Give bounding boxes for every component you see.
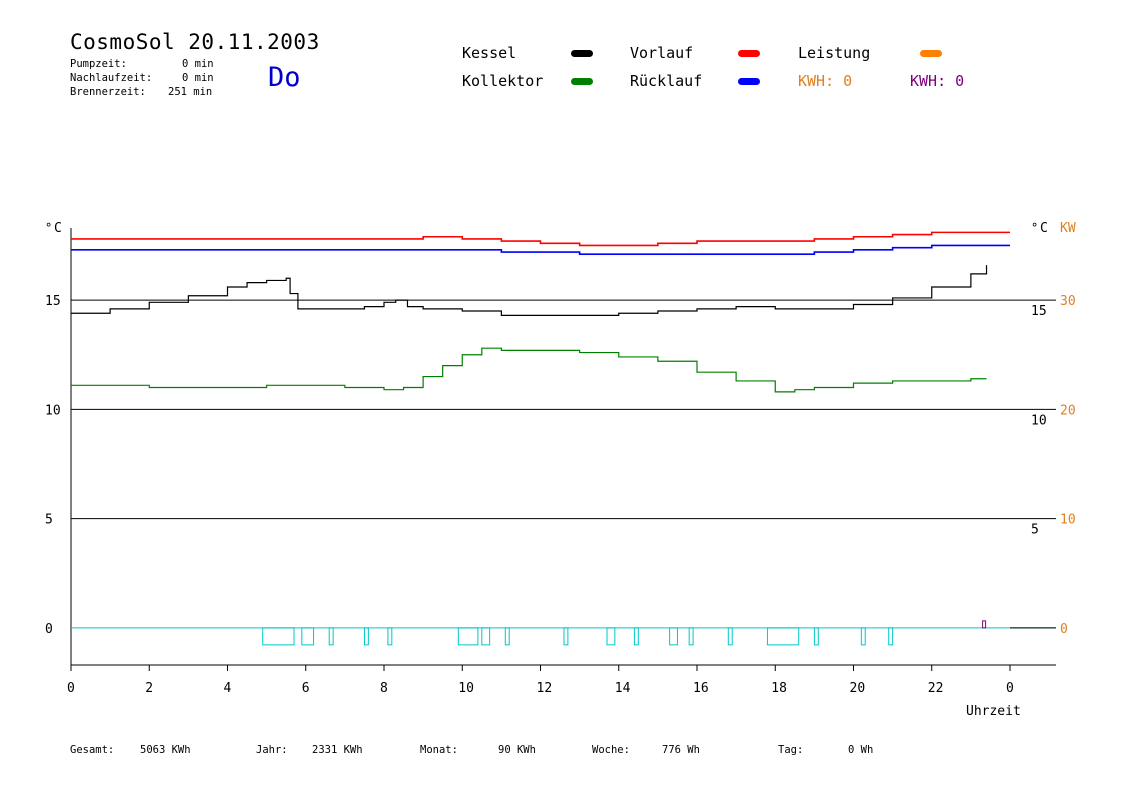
leistung-pulse [606, 627, 616, 646]
leistung-pulse [504, 627, 510, 646]
leistung-pulse [813, 627, 819, 646]
y-tick-label-kw: 30 [1060, 294, 1076, 309]
legend-ruecklauf-label: Rücklauf [630, 72, 703, 90]
y-tick-label-left: 5 [45, 513, 53, 528]
y-unit-left: C [54, 221, 62, 236]
legend-kollektor-swatch [571, 78, 593, 85]
y-unit-right-deg: ° [1031, 221, 1038, 235]
leistung-pulse [262, 627, 295, 646]
x-tick-label: 0 [1006, 681, 1014, 696]
legend-kollektor-label: Kollektor [462, 72, 544, 90]
weekday-label: Do [268, 62, 301, 93]
leistung-pulse [387, 627, 393, 646]
y-tick-label-kw: 20 [1060, 403, 1076, 418]
x-tick-label: 14 [615, 681, 631, 696]
x-tick-label: 20 [850, 681, 866, 696]
footer-tag-value: 0 Wh [848, 744, 874, 756]
leistung-pulse [669, 627, 678, 646]
x-tick-label: 18 [771, 681, 787, 696]
legend-ruecklauf-swatch [738, 78, 760, 85]
x-tick-label: 12 [537, 681, 553, 696]
legend-kwh-purple: KWH: 0 [910, 72, 965, 90]
kwh-marker [982, 620, 987, 629]
x-tick-label: 0 [67, 681, 75, 696]
footer-gesamt-label: Gesamt: [70, 744, 115, 756]
page-title: CosmoSol 20.11.2003 [70, 30, 320, 54]
footer-jahr-label: Jahr: [256, 744, 288, 756]
x-tick-label: 4 [224, 681, 232, 696]
stat-brennerzeit-value: 251 min [168, 86, 213, 98]
y-tick-label-right: 5 [1031, 523, 1039, 538]
leistung-pulse [727, 627, 733, 646]
legend-kwh-orange: KWH: 0 [798, 72, 853, 90]
series-line-kessel [71, 265, 988, 316]
x-tick-label: 22 [928, 681, 944, 696]
y-tick-label-left: 15 [45, 294, 61, 309]
series-line-vorlauf [71, 231, 1010, 247]
stat-nachlaufzeit-value: 0 min [182, 72, 214, 84]
stat-pumpzeit-label: Pumpzeit: [70, 58, 127, 70]
legend-vorlauf-swatch [738, 50, 760, 57]
stat-brennerzeit-label: Brennerzeit: [70, 86, 146, 98]
x-tick-label: 10 [458, 681, 474, 696]
stat-pumpzeit-value: 0 min [182, 58, 214, 70]
y-unit-right: C [1040, 221, 1048, 236]
leistung-pulse [457, 627, 479, 646]
x-tick-label: 16 [693, 681, 709, 696]
leistung-pulse [888, 627, 894, 646]
stat-nachlaufzeit-label: Nachlaufzeit: [70, 72, 153, 84]
leistung-pulse [688, 627, 694, 646]
y-unit-left-deg: ° [45, 221, 52, 235]
footer-gesamt-value: 5063 KWh [140, 744, 191, 756]
leistung-pulse [481, 627, 491, 646]
footer-jahr-value: 2331 KWh [312, 744, 363, 756]
footer-woche-value: 776 Wh [662, 744, 700, 756]
series-line-kollektor [71, 347, 987, 393]
leistung-pulse [328, 627, 334, 646]
x-axis-label: Uhrzeit [966, 704, 1021, 719]
legend-kessel-label: Kessel [462, 44, 517, 62]
footer-monat-label: Monat: [420, 744, 458, 756]
x-tick-label: 8 [380, 681, 388, 696]
y-tick-label-kw: 10 [1060, 513, 1076, 528]
leistung-pulse [766, 627, 800, 646]
leistung-pulse [563, 627, 569, 646]
legend-leistung-label: Leistung [798, 44, 871, 62]
y-tick-label-right: 10 [1031, 413, 1047, 428]
leistung-pulse [633, 627, 639, 646]
legend-kessel-swatch [571, 50, 593, 57]
y-tick-label-right: 15 [1031, 304, 1047, 319]
leistung-pulse [860, 627, 866, 646]
footer-monat-value: 90 KWh [498, 744, 536, 756]
series-line-ruecklauf [71, 244, 1010, 256]
footer-tag-label: Tag: [778, 744, 804, 756]
y-tick-label-left: 0 [45, 622, 53, 637]
footer-woche-label: Woche: [592, 744, 630, 756]
x-tick-label: 6 [302, 681, 310, 696]
y-tick-label-kw: 0 [1060, 622, 1068, 637]
leistung-pulse [301, 627, 315, 646]
legend-leistung-swatch [920, 50, 942, 57]
y-unit-kw: KW [1060, 221, 1076, 236]
y-tick-label-left: 10 [45, 403, 61, 418]
x-tick-label: 2 [145, 681, 153, 696]
legend-vorlauf-label: Vorlauf [630, 44, 694, 62]
leistung-pulse [363, 627, 369, 646]
